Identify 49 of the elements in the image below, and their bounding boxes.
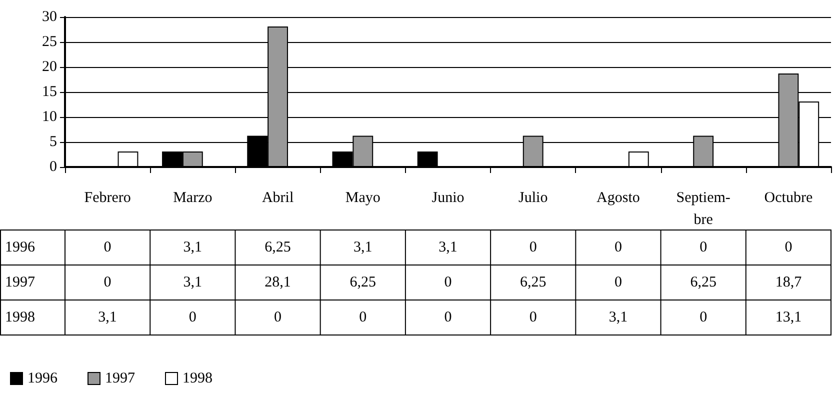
y-tick-label: 20	[42, 59, 57, 75]
data-label: 6,25	[690, 274, 716, 290]
data-label: 0	[104, 274, 112, 290]
data-label: 3,1	[608, 310, 628, 326]
data-label: 0	[614, 274, 622, 290]
text: 1997	[5, 274, 35, 290]
legend-label: 1998	[182, 370, 212, 386]
data-label: 0	[444, 310, 452, 326]
x-tick-label: Julio	[518, 190, 548, 206]
data-label: 0	[784, 240, 792, 256]
x-tick-label: Febrero	[84, 190, 131, 206]
data-label: 0	[614, 240, 622, 256]
text: 1996	[5, 240, 35, 256]
legend-label: 1997	[105, 370, 136, 386]
data-label: 3,1	[183, 274, 202, 290]
x-tick-label: Octubre	[764, 190, 813, 206]
data-label: 0	[700, 240, 708, 256]
x-tick-label: Marzo	[173, 190, 212, 206]
data-label: 0	[529, 240, 537, 256]
x-tick-label: Abril	[262, 190, 294, 206]
x-tick-label: Agosto	[596, 190, 640, 206]
y-tick-label: 0	[50, 159, 57, 175]
data-label: 3,1	[98, 310, 117, 326]
data-label: 0	[529, 310, 537, 326]
text: 1998	[5, 310, 35, 326]
data-label: 0	[359, 310, 367, 326]
data-label: 0	[444, 274, 452, 290]
y-tick-label: 15	[42, 84, 57, 100]
x-tick-label: Mayo	[345, 190, 380, 206]
data-label: 28,1	[264, 274, 291, 290]
data-label: 3,1	[438, 240, 458, 256]
data-label: 6,25	[264, 240, 291, 256]
data-label: 3,1	[354, 240, 372, 256]
y-tick-label: 10	[42, 109, 57, 125]
data-label: 6,25	[350, 274, 376, 290]
x-tick-label: Junio	[432, 190, 464, 206]
data-label: 0	[104, 240, 112, 256]
legend-label: 1996	[28, 370, 58, 386]
x-tick-label: Septiem- bre	[676, 190, 730, 228]
data-label: 6,25	[520, 274, 546, 290]
data-label: 3,1	[183, 240, 202, 256]
y-tick-label: 25	[42, 34, 57, 50]
data-label: 0	[700, 310, 708, 326]
data-label: 18,7	[775, 274, 802, 290]
y-tick-label: 5	[50, 134, 57, 150]
y-tick-label: 30	[42, 9, 57, 25]
data-label: 0	[274, 310, 282, 326]
data-label: 0	[188, 310, 196, 326]
data-label: 13,1	[775, 310, 802, 326]
